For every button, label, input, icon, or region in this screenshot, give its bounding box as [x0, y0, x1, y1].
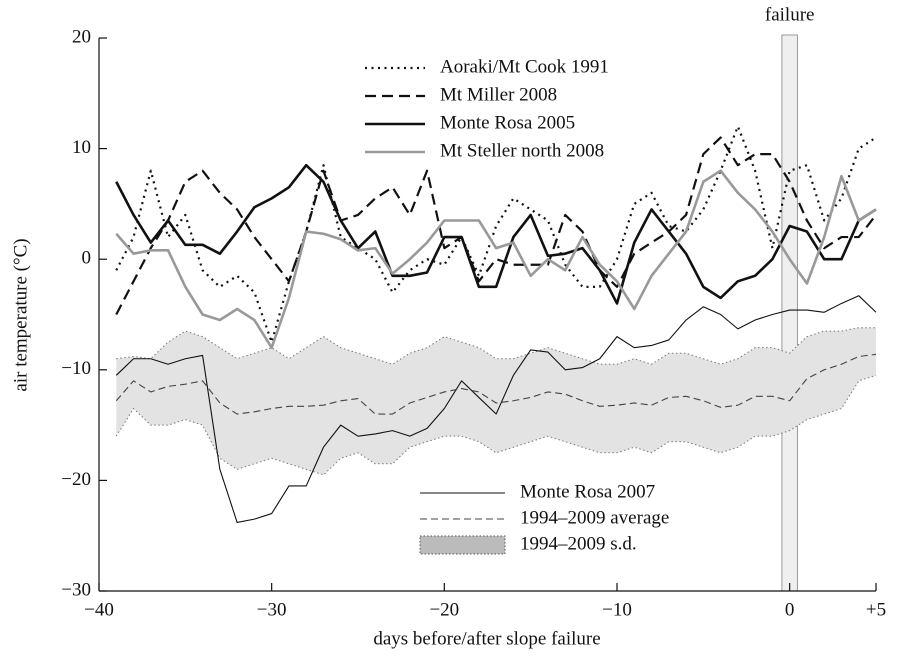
- series-line: [115, 295, 877, 523]
- x-tick-label: 0: [785, 599, 795, 620]
- annotation: failure: [765, 4, 815, 25]
- series-line: [115, 163, 877, 305]
- series-line: [115, 169, 877, 349]
- y-tick-label: 0: [82, 248, 92, 269]
- legend-label: Aoraki/Mt Cook 1991: [440, 56, 609, 77]
- legend-label: Monte Rosa 2007: [520, 481, 655, 502]
- x-axis-label: days before/after slope failure: [373, 628, 600, 649]
- series-line: [115, 125, 877, 344]
- legend-label: 1994–2009 average: [520, 507, 669, 528]
- legend-label: Mt Steller north 2008: [440, 140, 604, 161]
- legend-swatch: [419, 535, 506, 555]
- sd-edge: [116, 327, 876, 365]
- series-line: [115, 353, 877, 415]
- legend-label: Mt Miller 2008: [440, 84, 557, 105]
- y-tick-label: −30: [61, 579, 91, 600]
- y-tick-label: 10: [72, 137, 91, 158]
- y-tick-label: −10: [61, 358, 91, 379]
- x-tick-label: −10: [602, 599, 632, 620]
- failure-marker: [781, 34, 798, 592]
- y-axis-label: air temperature (°C): [10, 238, 31, 391]
- x-tick-label: −30: [257, 599, 287, 620]
- y-tick-label: 20: [72, 26, 91, 47]
- series-line: [115, 136, 877, 316]
- x-tick-label: +5: [866, 599, 886, 620]
- y-tick-label: −20: [61, 469, 91, 490]
- x-tick-label: −20: [429, 599, 459, 620]
- sd-band: [116, 327, 877, 475]
- legend-label: Monte Rosa 2005: [440, 112, 575, 133]
- legend-label: 1994–2009 s.d.: [520, 533, 637, 554]
- x-tick-label: −40: [84, 599, 114, 620]
